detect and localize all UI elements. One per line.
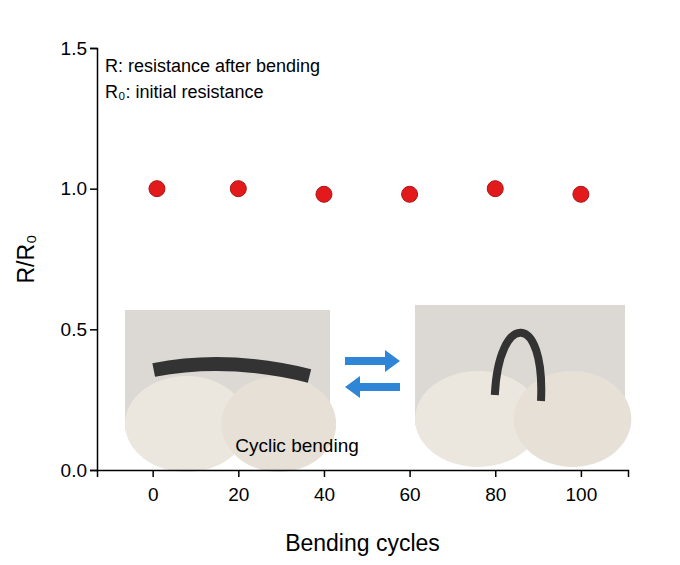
tick-mark xyxy=(90,188,97,190)
tick-mark xyxy=(324,470,326,477)
tick: 0.5 xyxy=(61,319,97,340)
tick-label: 1.0 xyxy=(61,178,87,199)
photo-film xyxy=(495,333,541,401)
point xyxy=(149,181,165,197)
photo xyxy=(415,305,631,467)
tick: 0.0 xyxy=(61,460,97,481)
tick-label: 0.0 xyxy=(61,460,87,481)
y-axis-title: R/R₀ xyxy=(13,234,39,283)
tick: 1.0 xyxy=(61,178,97,199)
arrow xyxy=(345,376,400,398)
tick-label: 60 xyxy=(400,484,421,505)
tick-label: 1.5 xyxy=(61,38,87,59)
tick-label: 0.5 xyxy=(61,319,87,340)
tick-label: 20 xyxy=(228,484,249,505)
x-axis-title: Bending cycles xyxy=(285,530,440,556)
tick: 100 xyxy=(566,470,598,505)
axis-line xyxy=(98,471,629,478)
tick-mark xyxy=(409,470,411,477)
tick-mark xyxy=(581,470,583,477)
tick: 1.5 xyxy=(61,38,97,59)
x-axis: 0 20 40 60 80 100 xyxy=(98,470,629,505)
photo-finger xyxy=(221,376,336,472)
photo-finger xyxy=(514,371,632,467)
photo-film xyxy=(154,364,310,376)
tick-mark xyxy=(152,470,154,477)
chart: 0 20 40 60 80 100 0.0 0.5 1.0 1.5 Bending cycles R/… xyxy=(0,0,680,565)
point xyxy=(487,181,503,197)
tick-label: 0 xyxy=(148,484,159,505)
arrow xyxy=(345,350,400,372)
tick-label: 100 xyxy=(566,484,598,505)
tick-label: 80 xyxy=(485,484,506,505)
tick: 80 xyxy=(485,470,506,505)
annotation: Cyclic bending xyxy=(235,435,359,456)
annotation: R: resistance after bending xyxy=(105,56,320,76)
tick-mark xyxy=(90,470,97,472)
points xyxy=(149,181,589,203)
tick: 60 xyxy=(400,470,421,505)
tick-mark xyxy=(238,470,240,477)
tick-label: 40 xyxy=(314,484,335,505)
annotation: R₀: initial resistance xyxy=(105,82,264,102)
tick-mark xyxy=(495,470,497,477)
point xyxy=(316,186,332,202)
point xyxy=(230,181,246,197)
tick-mark xyxy=(90,48,97,50)
plot: 0 20 40 60 80 100 0.0 0.5 1.0 1.5 xyxy=(61,38,632,505)
point xyxy=(573,186,589,202)
axis-line xyxy=(90,49,98,471)
y-axis: 0.0 0.5 1.0 1.5 xyxy=(61,38,98,481)
tick: 0 xyxy=(148,470,159,505)
tick: 40 xyxy=(314,470,335,505)
tick-mark xyxy=(90,329,97,331)
tick: 20 xyxy=(228,470,249,505)
point xyxy=(402,186,418,202)
inset-photos xyxy=(125,305,631,472)
